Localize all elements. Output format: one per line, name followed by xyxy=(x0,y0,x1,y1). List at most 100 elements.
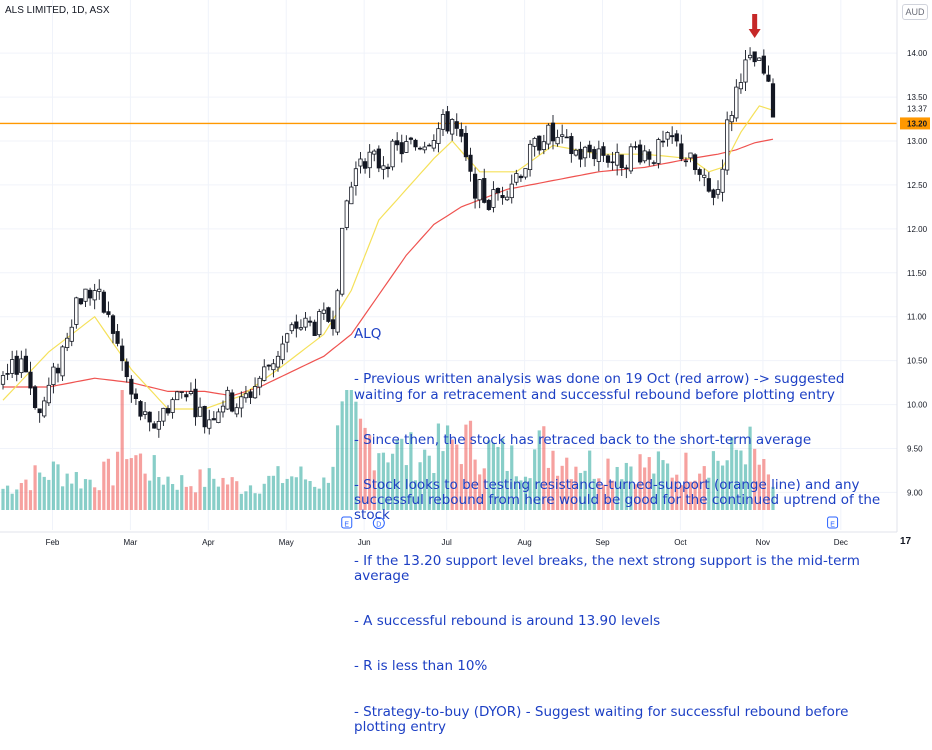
candle-body xyxy=(97,288,102,292)
volume-bar xyxy=(427,455,431,510)
candle xyxy=(285,332,290,353)
candle-body xyxy=(101,291,106,313)
candle-body xyxy=(427,144,432,147)
candle-body xyxy=(743,59,748,83)
volume-bar xyxy=(688,481,693,510)
candle xyxy=(78,298,84,306)
volume-bar xyxy=(390,453,395,510)
candle xyxy=(55,363,61,383)
candle xyxy=(83,288,88,307)
candle-body xyxy=(541,141,546,151)
volume-bar xyxy=(143,473,147,510)
event-marker-label: D xyxy=(376,522,381,529)
candlesticks xyxy=(0,47,776,438)
candle-body xyxy=(367,151,372,169)
candle-body xyxy=(637,144,643,163)
candle-body xyxy=(330,319,336,330)
candle xyxy=(289,322,294,334)
candle-body xyxy=(472,173,478,199)
candle xyxy=(651,160,656,166)
volume-bar xyxy=(610,480,615,510)
candle xyxy=(454,113,459,136)
candle-body xyxy=(376,148,381,169)
candle xyxy=(738,73,744,94)
candle-body xyxy=(546,124,551,145)
currency-button[interactable]: AUD xyxy=(902,4,928,20)
candle xyxy=(752,51,757,67)
candle-body xyxy=(257,377,262,388)
candle-body xyxy=(665,132,670,140)
volume-bar xyxy=(606,458,610,510)
earnings-marker xyxy=(341,516,353,529)
candle-body xyxy=(285,333,290,343)
volume-bar xyxy=(500,438,505,510)
volume-bar xyxy=(569,479,573,510)
candle-body xyxy=(65,337,70,348)
volume-bar xyxy=(221,477,225,510)
candle-body xyxy=(243,393,249,399)
candle-body xyxy=(509,183,514,199)
candle-body xyxy=(610,161,615,164)
candle-body xyxy=(592,149,597,160)
candle-body xyxy=(0,375,6,385)
candle-body xyxy=(60,346,65,377)
volume-bar xyxy=(276,466,280,510)
volume-bar xyxy=(60,486,65,510)
annotation-line: - Stock looks to be testing resistance-t… xyxy=(354,477,885,524)
volume-bars xyxy=(1,390,775,510)
candle-body xyxy=(766,74,771,82)
candle-body xyxy=(362,161,368,169)
volume-bar xyxy=(771,486,775,510)
candle xyxy=(220,400,226,418)
candle xyxy=(564,129,569,139)
volume-bar xyxy=(473,459,477,510)
candle xyxy=(505,190,510,202)
candle-body xyxy=(225,389,230,410)
candle xyxy=(560,124,565,144)
candle xyxy=(610,151,615,171)
candle xyxy=(436,122,441,153)
volume-bar xyxy=(757,464,761,510)
candle xyxy=(294,314,299,338)
annotation-line: - R is less than 10% xyxy=(354,658,488,675)
volume-bar xyxy=(24,479,28,510)
volume-bar xyxy=(546,467,551,510)
candle-body xyxy=(124,361,129,378)
candle xyxy=(596,140,601,172)
volume-bar xyxy=(38,472,42,510)
candle-body xyxy=(340,227,345,295)
candle-body xyxy=(390,140,395,168)
candle xyxy=(170,397,175,419)
candle xyxy=(248,389,253,404)
candle-body xyxy=(129,378,134,395)
volume-bar xyxy=(79,488,83,510)
candle xyxy=(298,319,304,331)
candle xyxy=(702,168,707,187)
tradingview-logo: 17 xyxy=(900,536,912,547)
candle xyxy=(202,405,207,434)
volume-bar xyxy=(42,476,46,510)
candle xyxy=(372,149,377,162)
candle xyxy=(211,411,216,421)
volume-bar xyxy=(262,483,266,510)
candle-body xyxy=(523,168,528,178)
volume-bar xyxy=(423,449,427,510)
volume-bar xyxy=(560,465,564,510)
candle-body xyxy=(413,139,418,148)
volume-bar xyxy=(175,489,179,510)
candle-body xyxy=(404,141,409,153)
volume-bar xyxy=(331,466,335,510)
volume-bar xyxy=(10,493,14,510)
candle xyxy=(518,174,524,182)
candle-body xyxy=(294,321,299,329)
volume-bar xyxy=(97,490,101,510)
candle xyxy=(711,188,716,206)
red-arrow xyxy=(748,29,761,38)
candle-body xyxy=(175,391,180,401)
time-tick-label: Nov xyxy=(756,538,770,547)
candle-body xyxy=(28,371,33,389)
price-badge: 13.20 xyxy=(907,119,928,128)
volume-bar xyxy=(363,427,367,510)
candle-body xyxy=(275,355,281,368)
